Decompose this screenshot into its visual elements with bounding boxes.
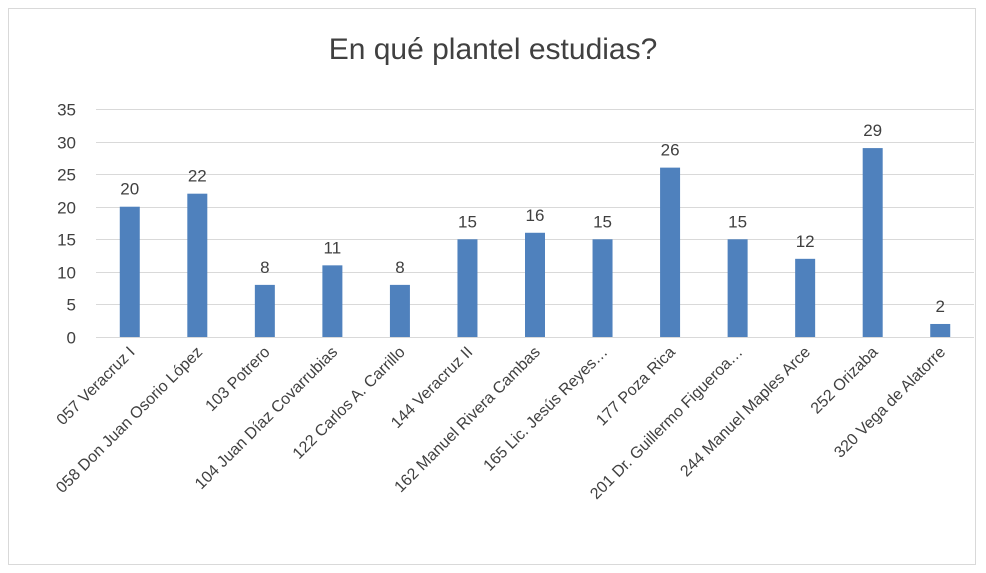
bar [795, 258, 816, 337]
bar [862, 148, 883, 337]
data-label: 20 [120, 180, 139, 199]
data-labels: 20 22 8 11 8 15 16 15 26 15 12 29 2 [120, 121, 945, 316]
data-label: 8 [395, 258, 404, 277]
x-category-label: 165 Lic. Jesús Reyes… [480, 344, 611, 475]
bar [930, 323, 951, 337]
bar [457, 239, 478, 337]
x-category-label: 058 Don Juan Osorio López [53, 344, 206, 497]
y-tick-label: 10 [57, 264, 76, 283]
x-category-label: 104 Juan Díaz Covarrubias [192, 344, 341, 493]
data-label: 12 [796, 232, 815, 251]
y-tick-label: 15 [57, 231, 76, 250]
data-label: 15 [458, 212, 477, 231]
data-label: 2 [935, 297, 944, 316]
chart-title: En qué plantel estudias? [328, 33, 658, 66]
x-category-label: 103 Potrero [203, 344, 274, 415]
x-category-label: 252 Orizaba [808, 344, 882, 418]
bar [389, 284, 410, 337]
x-category-label: 162 Manuel Rivera Cambas [392, 344, 544, 496]
data-label: 15 [728, 212, 747, 231]
bar [727, 239, 748, 337]
y-axis-tick-labels: 0 5 10 15 20 25 30 35 [57, 101, 76, 348]
data-label: 22 [188, 167, 207, 186]
data-label: 29 [863, 121, 882, 140]
bar [322, 265, 343, 337]
y-tick-label: 35 [57, 101, 76, 120]
y-tick-label: 20 [57, 199, 76, 218]
bars [119, 148, 951, 337]
bar [119, 206, 140, 337]
bar [254, 284, 275, 337]
y-tick-label: 5 [67, 296, 76, 315]
data-label: 8 [260, 258, 269, 277]
data-label: 11 [324, 238, 342, 257]
data-label: 26 [661, 141, 680, 160]
bar [592, 239, 613, 337]
y-tick-label: 25 [57, 166, 76, 185]
x-category-label: 320 Vega de Alatorre [831, 344, 949, 462]
x-category-label: 122 Carlos A. Carrillo [290, 344, 409, 463]
y-tick-label: 30 [57, 134, 76, 153]
data-label: 16 [526, 206, 545, 225]
bar [525, 232, 545, 337]
data-label: 15 [593, 212, 612, 231]
y-tick-label: 0 [67, 329, 76, 348]
bar [187, 193, 208, 337]
x-category-label: 244 Manuel Maples Arce [677, 344, 814, 481]
bar [660, 167, 681, 337]
